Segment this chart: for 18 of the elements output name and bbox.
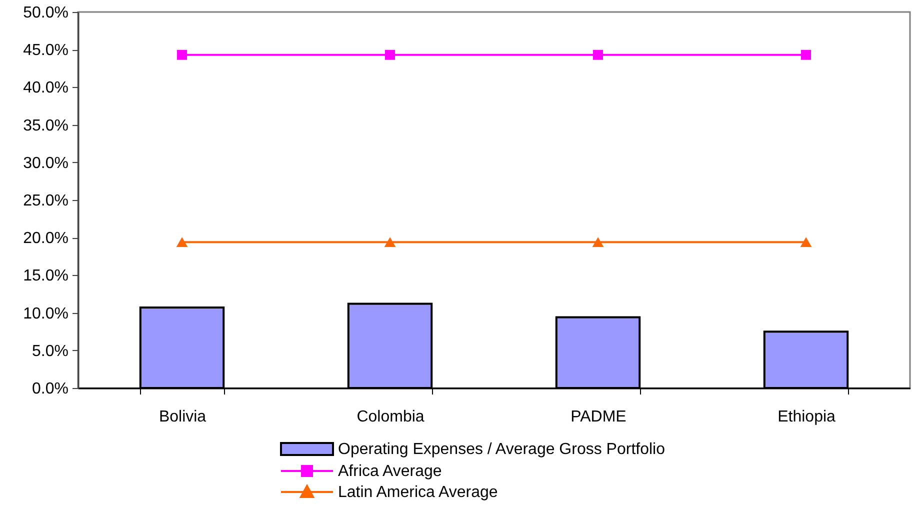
y-tick-label: 35.0%: [23, 117, 68, 134]
y-tick-label: 20.0%: [23, 230, 68, 248]
y-tick-label: 30.0%: [23, 154, 68, 172]
x-tick-label: PADME: [570, 408, 626, 426]
y-tick-label: 50.0%: [23, 4, 68, 22]
legend-label: Latin America Average: [338, 484, 498, 501]
y-tick-label: 5.0%: [32, 342, 68, 360]
y-tick-label: 10.0%: [23, 305, 68, 322]
y-tick-label: 25.0%: [23, 192, 68, 210]
y-tick-label: 40.0%: [23, 80, 68, 97]
x-tick-label: Colombia: [356, 408, 424, 426]
x-tick-label: Ethiopia: [778, 408, 836, 426]
y-tick-label: 0.0%: [32, 380, 68, 398]
y-tick-label: 45.0%: [23, 42, 68, 60]
legend-label: Africa Average: [338, 463, 442, 480]
x-tick-label: Bolivia: [158, 408, 206, 426]
y-tick-label: 15.0%: [23, 268, 68, 285]
legend-label: Operating Expenses / Average Gross Portfolio: [338, 441, 666, 458]
